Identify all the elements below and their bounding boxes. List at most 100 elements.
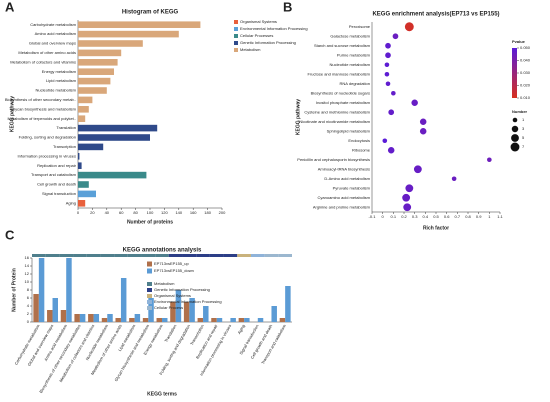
bar	[78, 49, 122, 57]
point	[413, 165, 422, 174]
x-tick-label: 40	[105, 210, 110, 215]
bar	[78, 143, 104, 151]
x-tick-label: 0.2	[401, 214, 407, 219]
group-strip	[182, 254, 197, 257]
legend-swatch	[234, 34, 238, 38]
y-tick-label: Biosynthesis of nucleotide sugars	[311, 90, 370, 95]
legend-swatch	[147, 268, 152, 274]
group-strip	[250, 254, 265, 257]
y-tick-label: Fructose and mannose metabolism	[308, 71, 371, 76]
x-tick-label: 1	[488, 214, 491, 219]
x-tick-label: 0.7	[455, 214, 461, 219]
color-bar	[512, 48, 517, 98]
panel-letter: C	[5, 227, 15, 242]
bar	[78, 106, 89, 113]
x-tick-label: 0	[77, 210, 80, 215]
bar	[52, 298, 58, 322]
bar	[203, 306, 209, 322]
group-strip	[223, 254, 238, 257]
x-tick-label: 0.1	[391, 214, 397, 219]
point	[487, 157, 492, 163]
legend-label: Environmental Information Processing	[154, 299, 222, 304]
chart-title: KEGG enrichment analysis(EP713 vs EP155)	[372, 12, 499, 18]
bar	[33, 294, 39, 322]
panel-letter: B	[283, 0, 292, 14]
x-axis-label: KEGG terms	[147, 391, 177, 397]
point	[403, 203, 412, 212]
y-tick-label: 0	[27, 319, 30, 324]
y-tick-label: Cysteine and methionine metabolism	[304, 109, 370, 114]
x-tick-label: 0.8	[465, 214, 471, 219]
bar	[279, 318, 286, 322]
y-tick-label: Nicotinate and nicotinamide metabolism	[299, 119, 370, 124]
y-tick-label: Carbohydrate metabolism	[30, 22, 76, 27]
y-tick-label: Nucleotide metabolism	[36, 88, 77, 93]
bar	[230, 318, 236, 322]
y-tick-label: Global and overview maps	[29, 41, 76, 46]
x-tick-label: 120	[161, 210, 168, 215]
x-tick-label: -0.1	[369, 214, 377, 219]
y-tick-label: Amino acid metabolism	[35, 31, 77, 36]
group-strip	[86, 254, 101, 257]
color-tick-label: 0.030	[520, 70, 531, 75]
size-legend-dot	[510, 142, 520, 152]
group-strip	[278, 254, 292, 257]
group-strip	[73, 254, 87, 257]
bar	[66, 258, 72, 322]
group-strip	[32, 254, 46, 257]
x-tick-label: 180	[204, 210, 211, 215]
y-tick-label: Biosynthesis of other secondary metab..	[5, 97, 76, 102]
size-legend-dot	[511, 134, 519, 142]
bar	[183, 302, 190, 322]
y-tick-label: Information processing in viruses	[18, 153, 76, 158]
legend-label: Cellular Processes	[240, 33, 273, 38]
y-tick-label: Peroxisome	[349, 24, 371, 29]
x-tick-label: Translation	[163, 324, 177, 344]
point	[419, 118, 427, 126]
y-tick-label: Nucleotide metabolism	[330, 62, 371, 67]
bar	[162, 318, 168, 322]
size-legend-label: 1	[522, 117, 525, 122]
bar	[78, 59, 118, 66]
y-tick-label: Metabolism of other amino acids	[18, 50, 76, 55]
color-tick-label: 0.040	[520, 58, 531, 63]
bar	[115, 318, 121, 322]
bar	[238, 318, 245, 322]
group-strip	[155, 254, 169, 257]
x-axis-label: Number of proteins	[127, 219, 173, 225]
y-tick-label: Signal transduction	[42, 191, 76, 196]
bar	[78, 153, 80, 160]
size-legend-dot	[511, 125, 519, 133]
legend-label: Metabolism	[154, 281, 175, 286]
y-axis-label: KEGG pathway	[9, 96, 15, 132]
bar	[101, 318, 108, 322]
group-strip	[237, 254, 251, 257]
legend-label: Genetic Information Processing	[240, 40, 296, 45]
y-tick-label: Translation	[56, 125, 76, 130]
bar	[79, 314, 86, 322]
y-tick-label: 6	[27, 295, 30, 300]
legend-label: Genetic Information Processing	[154, 287, 210, 292]
y-tick-label: Lipid metabolism	[46, 78, 77, 83]
group-strip	[114, 254, 128, 257]
bar	[78, 68, 114, 75]
y-tick-label: 2	[27, 311, 30, 316]
legend-label: EP713vsEP155_down	[154, 268, 194, 273]
legend-title: Number	[512, 109, 528, 114]
point	[384, 71, 390, 77]
point	[385, 42, 391, 49]
bar	[175, 290, 182, 322]
y-tick-label: Penicillin and cephalosporin biosynthesi…	[297, 157, 370, 162]
y-tick-label: Endocytosis	[348, 138, 370, 143]
legend-label: EP713vsEP155_up	[154, 261, 189, 266]
point	[387, 146, 395, 154]
legend-swatch	[147, 294, 152, 298]
x-axis-label: Rich factor	[423, 225, 449, 231]
legend-swatch	[234, 27, 238, 31]
group-strip	[100, 254, 115, 257]
y-tick-label: Galactose metabolism	[330, 33, 370, 38]
y-tick-label: Glycan biosynthesis and metabolism	[11, 106, 77, 111]
bar	[271, 306, 277, 322]
y-axis-label: KEGG pathway	[295, 99, 301, 135]
bar	[88, 314, 94, 322]
